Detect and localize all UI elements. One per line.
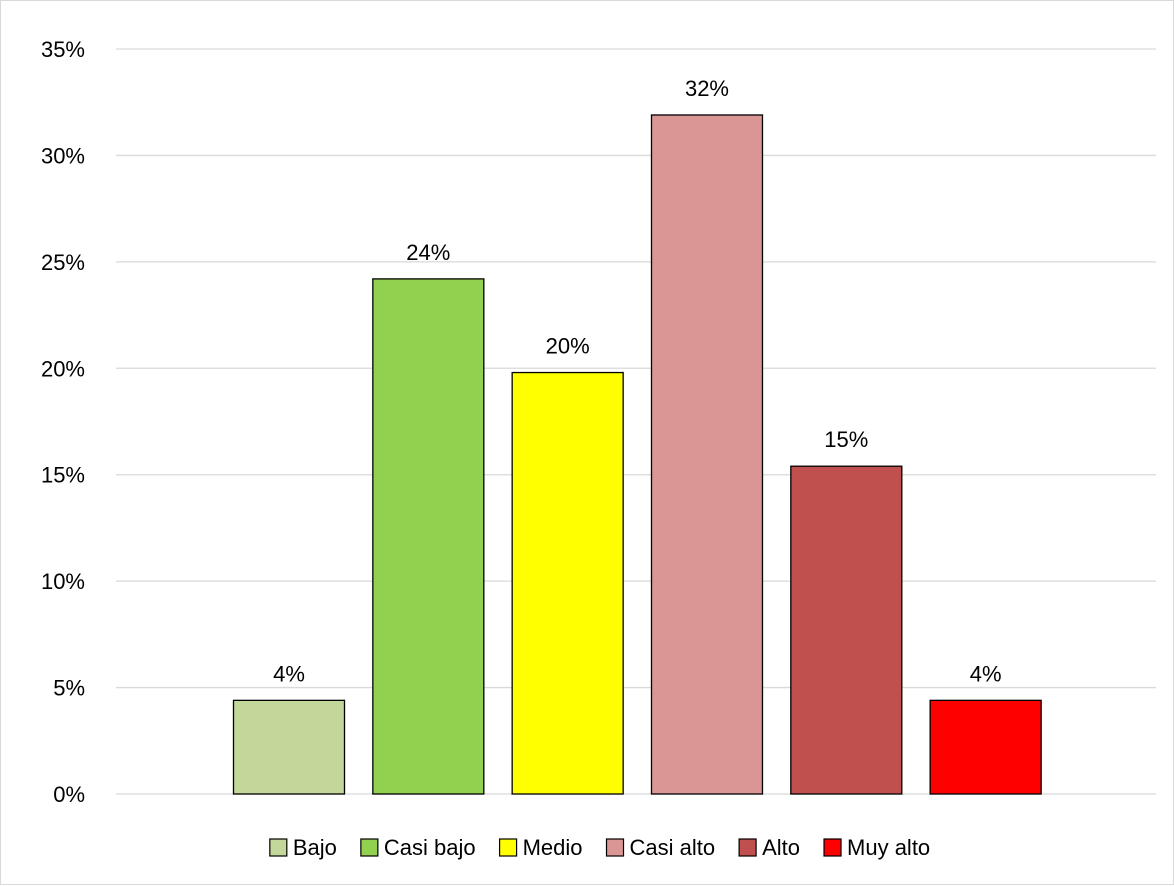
legend-label: Muy alto <box>847 835 930 860</box>
bar-medio <box>511 371 624 795</box>
bar-alto <box>790 465 903 795</box>
y-tick-label: 30% <box>41 143 85 168</box>
legend-swatch <box>823 838 842 857</box>
legend-item-alto: Alto <box>738 835 800 860</box>
legend-swatch <box>360 838 379 857</box>
bar-casi-alto <box>650 114 764 795</box>
legend-label: Casi bajo <box>384 835 476 860</box>
bar-bajo <box>232 699 346 795</box>
legend-swatch <box>738 838 757 857</box>
data-label: 24% <box>406 240 450 265</box>
legend-item-casi-bajo: Casi bajo <box>360 835 476 860</box>
legend-item-medio: Medio <box>498 835 583 860</box>
legend-label: Bajo <box>293 835 337 860</box>
y-tick-label: 5% <box>53 676 85 701</box>
data-label: 4% <box>970 661 1002 686</box>
bar-muy-alto <box>929 699 1042 795</box>
legend-item-casi-alto: Casi alto <box>605 835 716 860</box>
bar-casi-bajo <box>372 278 485 795</box>
legend-swatch <box>498 838 518 857</box>
y-tick-label: 15% <box>41 463 85 488</box>
y-tick-label: 35% <box>41 37 85 62</box>
y-tick-label: 0% <box>53 782 85 807</box>
y-axis-tick-labels: 0% 5% 10% 15% 20% 25% 30% 35% <box>41 37 85 807</box>
data-label: 4% <box>273 661 305 686</box>
data-label: 15% <box>824 427 868 452</box>
legend-swatch <box>605 838 625 857</box>
legend-label: Casi alto <box>630 835 716 860</box>
bars <box>232 114 1042 795</box>
y-tick-label: 25% <box>41 250 85 275</box>
legend-label: Medio <box>523 835 583 860</box>
data-label: 32% <box>685 76 729 101</box>
legend-label: Alto <box>762 835 800 860</box>
legend: Bajo Casi bajo Medio Casi alto Alto Muy alto <box>269 835 930 860</box>
data-label: 20% <box>546 334 590 359</box>
y-tick-label: 10% <box>41 569 85 594</box>
data-labels: 4% 24% 20% 32% 15% 4% <box>273 76 1001 686</box>
y-tick-label: 20% <box>41 356 85 381</box>
legend-item-muy-alto: Muy alto <box>823 835 930 860</box>
legend-swatch <box>269 838 288 857</box>
gridlines <box>116 48 1156 795</box>
legend-item-bajo: Bajo <box>269 835 337 860</box>
